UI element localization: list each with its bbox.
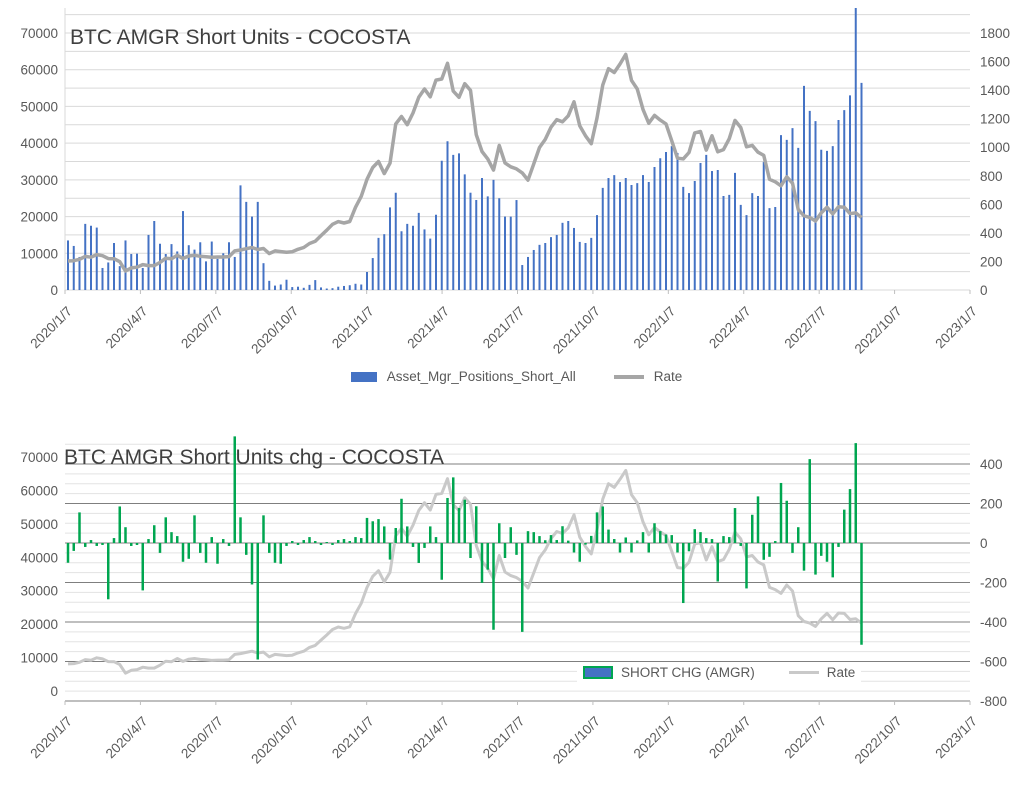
- y-right-tick-label: -200: [980, 576, 1007, 591]
- x-tick-label: 2021/10/7: [550, 714, 603, 767]
- blue-bar-swatch-icon: [350, 371, 377, 382]
- y-right-tick-label: 1800: [980, 26, 1010, 41]
- y-right-tick-label: 800: [980, 169, 1003, 184]
- x-tick-label: 2020/10/7: [248, 714, 301, 767]
- x-tick-label: 2023/1/7: [932, 714, 980, 762]
- light-gray-line-swatch-icon: [788, 671, 819, 674]
- rate-line: [67, 52, 863, 273]
- top-chart-left-axis-labels: 0 10000 20000 30000 40000 50000 60000 70000: [20, 26, 58, 298]
- y-right-tick-label: 1600: [980, 55, 1010, 70]
- y-left-tick-label: 30000: [20, 584, 58, 599]
- y-left-tick-label: 50000: [20, 517, 58, 532]
- legend-label-rate-top: Rate: [653, 369, 683, 384]
- y-left-tick-label: 50000: [20, 99, 58, 114]
- x-tick-label: 2020/7/7: [178, 304, 226, 352]
- x-tick-label: 2022/4/7: [706, 714, 754, 762]
- x-tick-label: 2021/10/7: [550, 304, 603, 357]
- chart-title-bottom: BTC AMGR Short Units chg - COCOSTA: [64, 446, 445, 469]
- y-right-tick-label: 1000: [980, 140, 1010, 155]
- y-left-tick-label: 0: [50, 283, 58, 298]
- y-right-tick-label: -400: [980, 615, 1007, 630]
- x-tick-label: 2020/4/7: [103, 304, 151, 352]
- y-left-tick-label: 30000: [20, 173, 58, 188]
- y-right-tick-label: 400: [980, 226, 1003, 241]
- x-tick-label: 2022/7/7: [782, 714, 830, 762]
- bottom-chart-x-axis: [64, 701, 971, 705]
- x-tick-label: 2020/1/7: [27, 304, 75, 352]
- bottom-chart-rate-line: [67, 468, 863, 675]
- y-right-tick-label: -600: [980, 655, 1007, 670]
- gray-line-swatch-icon: [613, 374, 644, 379]
- top-chart-bars-asset-mgr-positions-short-all: [67, 8, 863, 290]
- x-tick-label: 2020/10/7: [248, 304, 301, 357]
- x-tick-label: 2021/7/7: [480, 714, 528, 762]
- y-right-tick-label: 1200: [980, 112, 1010, 127]
- bottom-chart-left-axis-labels: 0 10000 20000 30000 40000 50000 60000 70000: [20, 450, 58, 699]
- x-tick-label: 2022/1/7: [631, 714, 679, 762]
- x-tick-label: 2023/1/7: [932, 304, 980, 352]
- y-right-tick-label: 200: [980, 254, 1003, 269]
- y-left-tick-label: 40000: [20, 136, 58, 151]
- rate-line: [67, 468, 863, 675]
- legend-top-chart: Asset_Mgr_Positions_Short_All Rate: [0, 369, 1033, 384]
- x-tick-label: 2021/1/7: [329, 304, 377, 352]
- x-tick-label: 2022/4/7: [706, 304, 754, 352]
- x-tick-label: 2022/10/7: [852, 714, 905, 767]
- y-left-tick-label: 70000: [20, 26, 58, 41]
- green-bordered-bar-swatch-icon: [583, 666, 613, 679]
- top-chart-rate-line: [67, 52, 863, 273]
- y-right-tick-label: 600: [980, 197, 1003, 212]
- top-chart-gridlines: [65, 14, 970, 273]
- top-chart-right-axis-labels: 0 200 400 600 800 1000 1200 1400 1600 1800: [980, 26, 1010, 298]
- bottom-chart-right-axis-labels: 400 200 0 -200 -400 -600 -800: [980, 457, 1007, 709]
- y-right-tick-label: 0: [980, 283, 988, 298]
- y-left-tick-label: 60000: [20, 63, 58, 78]
- y-right-tick-label: 0: [980, 536, 988, 551]
- y-left-tick-label: 10000: [20, 246, 58, 261]
- y-left-tick-label: 0: [50, 684, 58, 699]
- x-tick-label: 2021/7/7: [480, 304, 528, 352]
- top-chart-x-axis-labels: 2020/1/7 2020/4/7 2020/7/7 2020/10/7 2021/1/…: [27, 304, 980, 357]
- y-right-tick-label: -800: [980, 694, 1007, 709]
- x-tick-label: 2022/1/7: [631, 304, 679, 352]
- x-tick-label: 2021/1/7: [329, 714, 377, 762]
- legend-bottom-chart: SHORT CHG (AMGR) Rate: [577, 663, 862, 682]
- x-tick-label: 2020/1/7: [27, 714, 75, 762]
- x-tick-label: 2022/7/7: [782, 304, 830, 352]
- y-left-tick-label: 10000: [20, 651, 58, 666]
- legend-label-short-chg: SHORT CHG (AMGR): [621, 665, 755, 680]
- bottom-chart-x-axis-labels: 2020/1/7 2020/4/7 2020/7/7 2020/10/7 2021/1/…: [27, 714, 980, 767]
- x-tick-label: 2022/10/7: [852, 304, 905, 357]
- x-tick-label: 2020/7/7: [178, 714, 226, 762]
- y-right-tick-label: 200: [980, 497, 1003, 512]
- y-left-tick-label: 60000: [20, 483, 58, 498]
- y-left-tick-label: 40000: [20, 550, 58, 565]
- y-right-tick-label: 1400: [980, 83, 1010, 98]
- y-left-tick-label: 20000: [20, 210, 58, 225]
- legend-label-rate-bottom: Rate: [826, 665, 856, 680]
- y-right-tick-label: 400: [980, 457, 1003, 472]
- bottom-chart-bars-short-chg: [66, 436, 863, 660]
- legend-label-asset-mgr: Asset_Mgr_Positions_Short_All: [386, 369, 576, 384]
- x-tick-label: 2020/4/7: [103, 714, 151, 762]
- x-tick-label: 2021/4/7: [404, 714, 452, 762]
- chart-title-top: BTC AMGR Short Units - COCOSTA: [70, 26, 411, 49]
- y-left-tick-label: 70000: [20, 450, 58, 465]
- x-tick-label: 2021/4/7: [404, 304, 452, 352]
- y-left-tick-label: 20000: [20, 617, 58, 632]
